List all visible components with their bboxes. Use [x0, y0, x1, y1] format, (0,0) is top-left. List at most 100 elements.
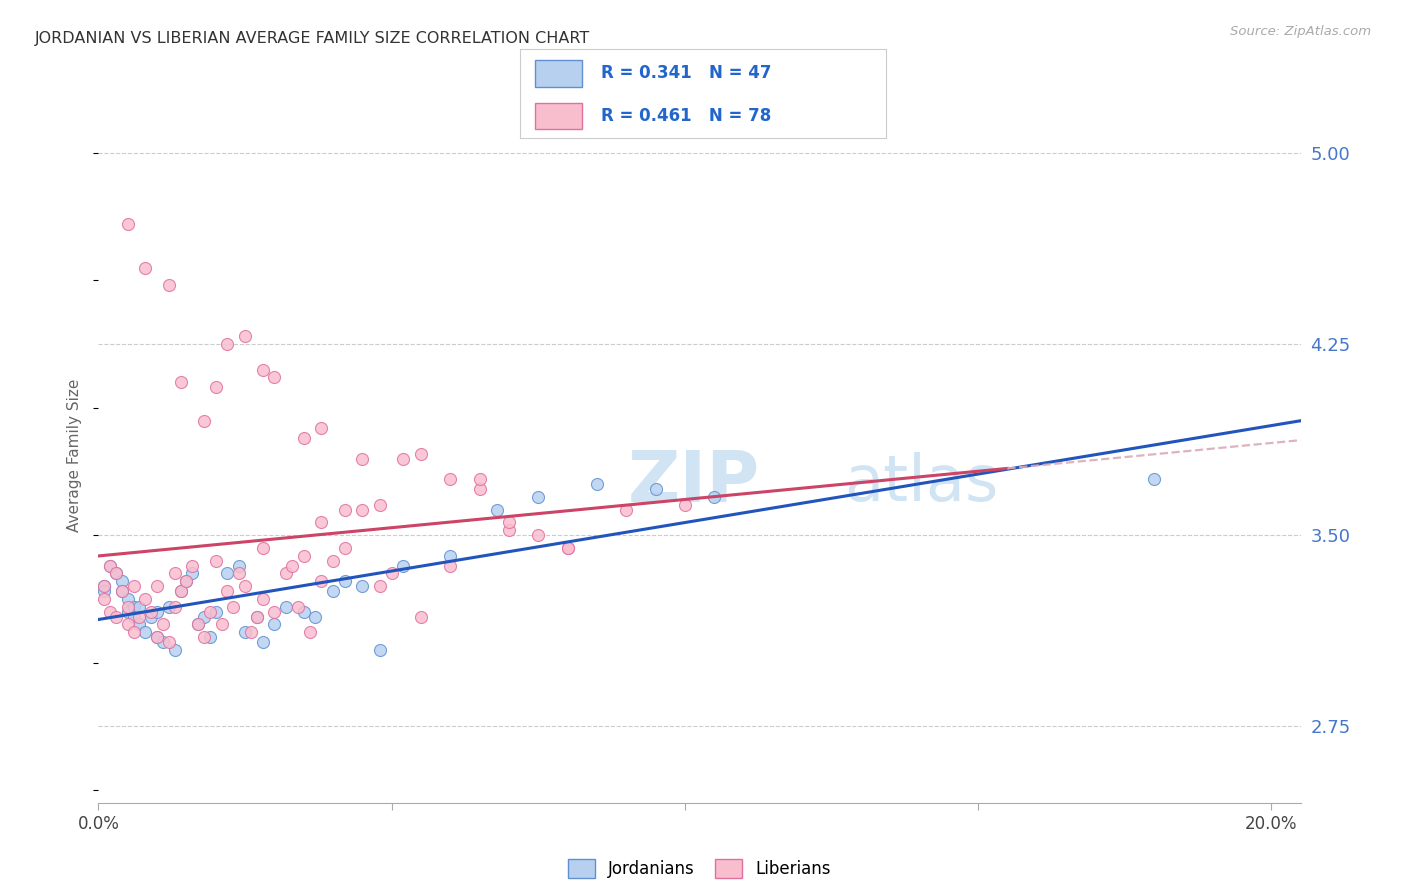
Point: [105, 566, 128, 581]
Point: [409, 447, 432, 461]
Point: [111, 574, 134, 588]
Point: [111, 584, 134, 599]
Point: [141, 609, 163, 624]
FancyBboxPatch shape: [534, 103, 582, 129]
Point: [163, 566, 186, 581]
Point: [111, 584, 134, 599]
Point: [233, 329, 256, 343]
Point: [122, 599, 145, 614]
Point: [169, 376, 191, 390]
Point: [263, 370, 285, 384]
Text: atlas: atlas: [844, 451, 998, 514]
Point: [252, 635, 274, 649]
Point: [322, 584, 344, 599]
Point: [193, 413, 215, 427]
Point: [152, 617, 174, 632]
Point: [322, 554, 344, 568]
Point: [292, 549, 315, 563]
Point: [368, 579, 391, 593]
Text: R = 0.341   N = 47: R = 0.341 N = 47: [600, 64, 770, 82]
Point: [292, 431, 315, 445]
Point: [309, 574, 332, 588]
Point: [187, 617, 209, 632]
Point: [117, 599, 139, 614]
Point: [134, 260, 156, 275]
Point: [468, 472, 491, 486]
Point: [614, 502, 637, 516]
Point: [703, 490, 725, 504]
Point: [557, 541, 579, 555]
Point: [281, 558, 304, 573]
Point: [146, 630, 169, 644]
Point: [181, 558, 204, 573]
Point: [222, 599, 245, 614]
Text: JORDANIAN VS LIBERIAN AVERAGE FAMILY SIZE CORRELATION CHART: JORDANIAN VS LIBERIAN AVERAGE FAMILY SIZ…: [35, 31, 591, 46]
Point: [128, 609, 150, 624]
Point: [239, 625, 262, 640]
Point: [252, 541, 274, 555]
Point: [228, 566, 250, 581]
Point: [352, 451, 374, 466]
Point: [204, 605, 226, 619]
Point: [146, 579, 169, 593]
Point: [228, 558, 250, 573]
Text: ZIP: ZIP: [627, 449, 759, 517]
Point: [193, 630, 215, 644]
Point: [163, 599, 186, 614]
Point: [181, 566, 204, 581]
Point: [274, 599, 297, 614]
Point: [141, 605, 163, 619]
Legend: Jordanians, Liberians: Jordanians, Liberians: [561, 853, 838, 885]
Text: Source: ZipAtlas.com: Source: ZipAtlas.com: [1230, 25, 1371, 38]
Point: [274, 566, 297, 581]
Point: [157, 599, 180, 614]
Point: [117, 217, 139, 231]
Point: [586, 477, 609, 491]
Point: [233, 579, 256, 593]
Point: [392, 451, 415, 466]
Point: [122, 625, 145, 640]
Point: [309, 421, 332, 435]
Point: [122, 579, 145, 593]
Point: [439, 558, 461, 573]
Point: [263, 605, 285, 619]
Point: [304, 609, 326, 624]
Point: [1143, 472, 1166, 486]
Point: [146, 630, 169, 644]
Point: [352, 502, 374, 516]
Point: [217, 337, 239, 351]
Point: [134, 625, 156, 640]
Point: [117, 605, 139, 619]
Point: [169, 584, 191, 599]
Point: [93, 579, 115, 593]
Point: [368, 643, 391, 657]
Point: [105, 566, 128, 581]
Point: [439, 472, 461, 486]
Point: [486, 502, 509, 516]
Point: [673, 498, 696, 512]
FancyBboxPatch shape: [534, 60, 582, 87]
Point: [198, 605, 221, 619]
Point: [439, 549, 461, 563]
Point: [217, 566, 239, 581]
Point: [527, 490, 550, 504]
Point: [122, 609, 145, 624]
Point: [333, 502, 356, 516]
Point: [233, 625, 256, 640]
Point: [204, 554, 226, 568]
Point: [409, 609, 432, 624]
Point: [287, 599, 309, 614]
Point: [128, 599, 150, 614]
Point: [557, 541, 579, 555]
Point: [298, 625, 321, 640]
Point: [98, 558, 121, 573]
Point: [527, 528, 550, 542]
Point: [498, 523, 520, 537]
Point: [252, 362, 274, 376]
Point: [93, 584, 115, 599]
Point: [169, 584, 191, 599]
Point: [263, 617, 285, 632]
Point: [176, 574, 198, 588]
Point: [146, 605, 169, 619]
Point: [498, 516, 520, 530]
